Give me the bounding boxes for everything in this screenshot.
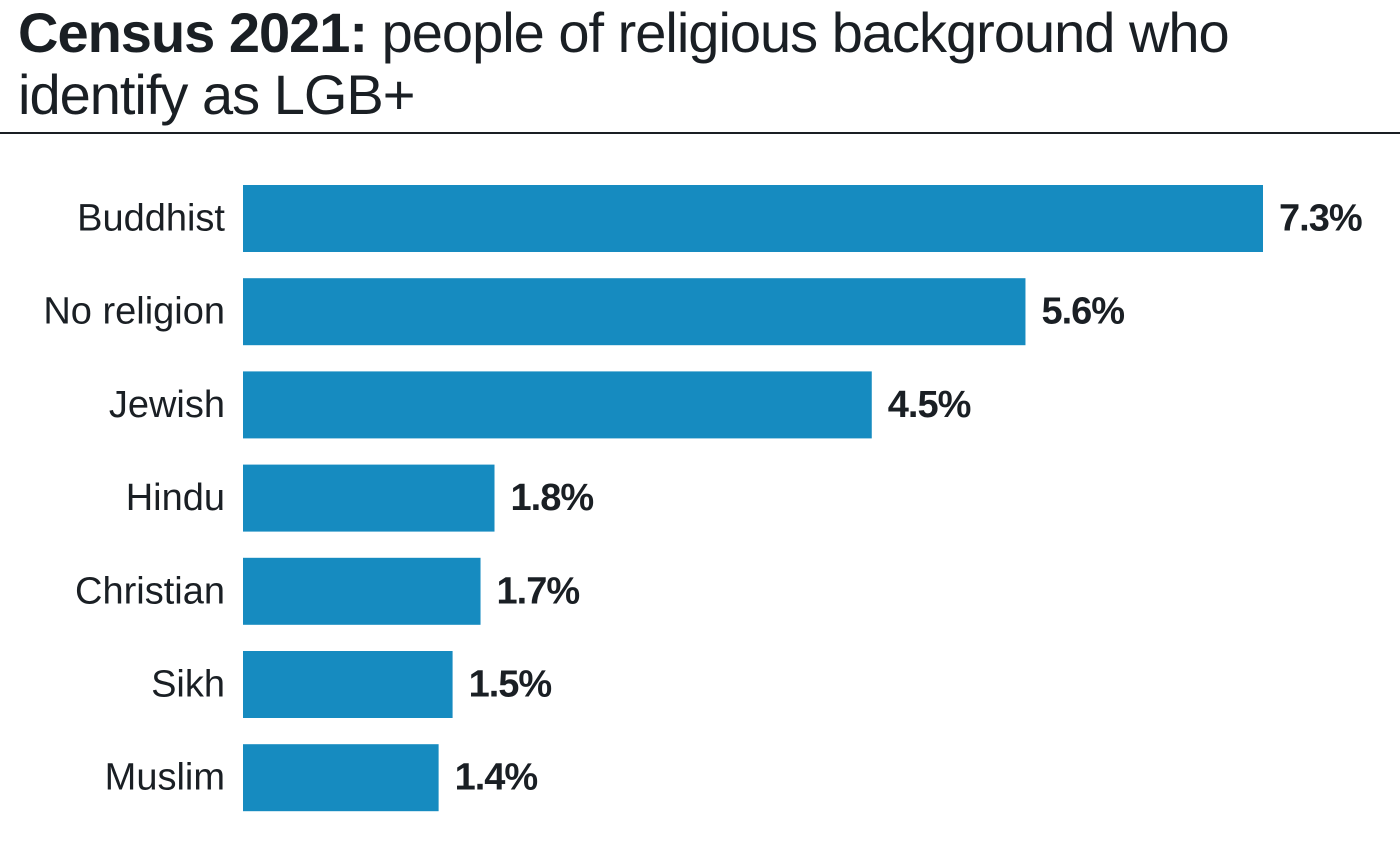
bar-hindu	[243, 464, 495, 532]
value-label-buddhist: 7.3%	[1279, 198, 1362, 240]
bar-christian	[243, 557, 481, 625]
category-label-no-religion: No religion	[43, 291, 225, 333]
category-label-sikh: Sikh	[151, 664, 225, 706]
value-label-christian: 1.7%	[497, 570, 580, 612]
category-label-christian: Christian	[75, 570, 225, 612]
value-label-sikh: 1.5%	[469, 664, 552, 706]
category-label-muslim: Muslim	[105, 757, 225, 799]
bar-sikh	[243, 651, 453, 718]
category-label-buddhist: Buddhist	[77, 198, 225, 240]
chart-title-rest: people of religious background who ident…	[18, 1, 1230, 126]
bar-jewish	[243, 371, 872, 439]
category-label-hindu: Hindu	[126, 477, 225, 519]
value-label-no-religion: 5.6%	[1041, 291, 1124, 333]
chart-title-bold: Census 2021:	[18, 1, 368, 64]
title-divider	[0, 132, 1400, 134]
value-label-hindu: 1.8%	[511, 477, 594, 519]
value-label-muslim: 1.4%	[455, 757, 538, 799]
value-label-jewish: 4.5%	[888, 384, 971, 426]
category-label-jewish: Jewish	[109, 384, 225, 426]
bar-buddhist	[243, 185, 1263, 252]
bar-muslim	[243, 744, 439, 812]
chart-title: Census 2021: people of religious backgro…	[18, 2, 1388, 126]
bar-no-religion	[243, 278, 1026, 346]
